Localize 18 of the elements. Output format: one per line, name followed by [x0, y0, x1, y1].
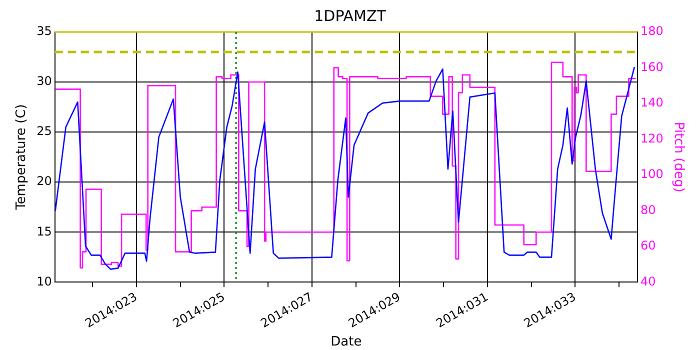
y2-tick-label: 100 — [640, 167, 664, 182]
y2-tick-label: 120 — [640, 131, 664, 146]
y-tick-label: 25 — [36, 124, 52, 138]
y-tick-label: 30 — [36, 74, 52, 88]
y2-axis-title: Pitch (deg) — [670, 122, 686, 192]
y2-tick-label: 180 — [640, 24, 664, 38]
y-tick-label: 20 — [36, 174, 52, 188]
y2-tick-label: 140 — [640, 96, 664, 110]
y2-tick-label: 80 — [640, 202, 656, 217]
chart-title: 1DPAMZT — [314, 6, 387, 25]
y-tick-label: 35 — [36, 24, 52, 38]
y2-tick-label: 40 — [640, 274, 656, 288]
y2-tick-label: 160 — [640, 60, 664, 74]
y-tick-label: 15 — [36, 224, 52, 238]
y-axis-title: Temperature (C) — [14, 104, 30, 211]
y2-tick-label: 60 — [640, 238, 656, 253]
y-tick-label: 10 — [36, 274, 52, 288]
x-axis-title: Date — [330, 334, 362, 350]
